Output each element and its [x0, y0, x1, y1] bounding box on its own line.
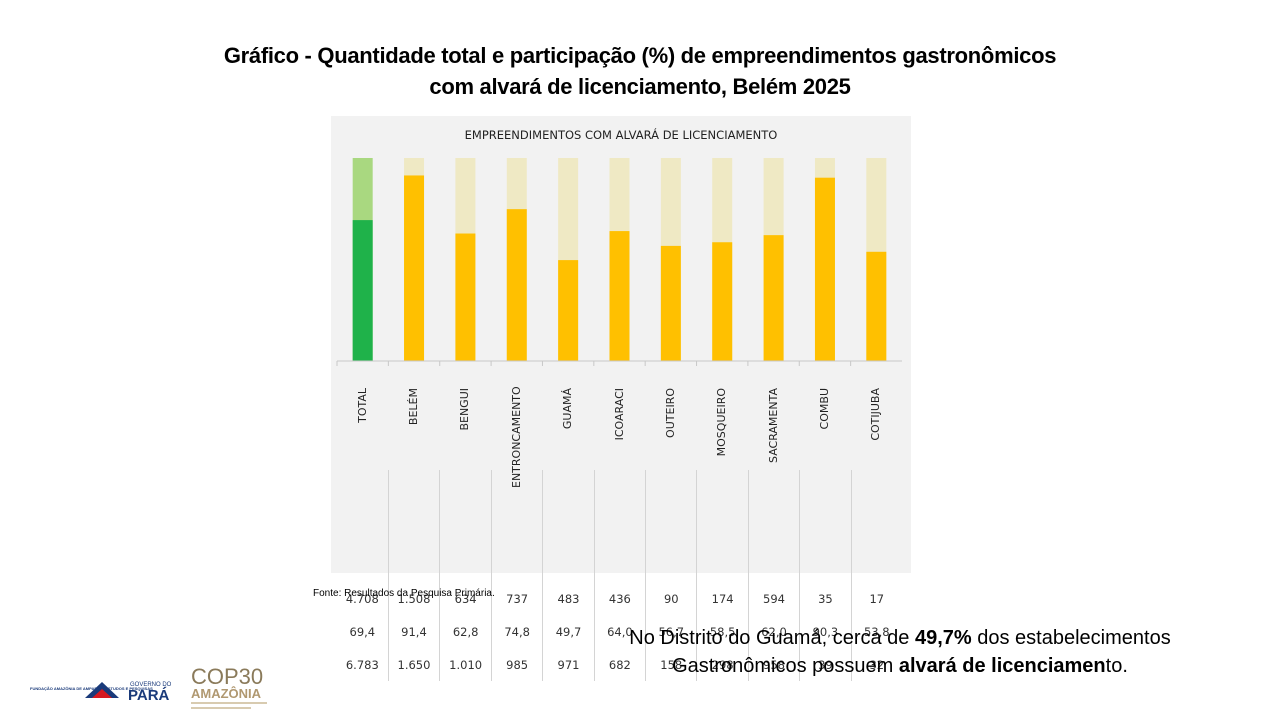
table-label-row: [337, 470, 902, 582]
bar-licensed-8: [712, 242, 733, 361]
summary-note: No Distrito do Guamá, cerca de 49,7% dos…: [600, 624, 1200, 680]
table-cell: 49,7: [542, 615, 595, 648]
table-cell: 32: [850, 648, 902, 681]
source-note: Fonte: Resultados da Pesquisa Primária.: [313, 588, 495, 599]
table-cell: 958: [747, 648, 800, 681]
table-cell: 158: [645, 648, 697, 681]
bar-licensed-5: [558, 260, 579, 361]
cop30-amazonia-logo: COP30 AMAZÔNIA: [191, 664, 267, 709]
governo-para-logo: FUNDAÇÃO AMAZÔNIA DE AMPARO A ESTUDOS E …: [30, 682, 172, 704]
slide-title: Gráfico - Quantidade total e participaçã…: [140, 40, 1140, 102]
bar-licensed-11: [866, 251, 887, 361]
table-label-cell: [696, 470, 749, 582]
table-cell: 298: [696, 648, 749, 681]
table-label-cell: [850, 470, 902, 582]
table-cell: 58,5: [696, 615, 749, 648]
table-cell: 174: [696, 582, 749, 615]
table-label-cell: [645, 470, 697, 582]
note-highlight-alvara: alvará de licenciamen: [898, 655, 1106, 677]
table-cell: 62,0: [747, 615, 800, 648]
table-row-3: 6.783 1.650 1.010 985 971 682 158 298 958 39 32: [337, 648, 902, 681]
note-highlight-percent: 49,7%: [914, 627, 972, 649]
table-cell: 4.708: [345, 591, 379, 606]
table-label-cell: [747, 470, 800, 582]
chart-area: EMPREENDIMENTOS COM ALVARÁ DE LICENCIAME…: [331, 116, 911, 681]
table-cell: 634: [439, 582, 492, 615]
bar-licensed-10: [814, 177, 835, 361]
bar-licensed-1: [352, 220, 373, 361]
table-cell: 985: [490, 648, 543, 681]
data-table: 4.708 1.508 634 737 483 436 90 174 594 35 17 69,4 91…: [337, 470, 902, 681]
table-cell: 91,4: [387, 615, 440, 648]
table-cell: 90,3: [799, 615, 852, 648]
bar-licensed-4: [506, 209, 527, 361]
table-label-cell: [799, 470, 852, 582]
note-text-4: to.: [1105, 655, 1128, 677]
fapespa-text: FUNDAÇÃO AMAZÔNIA DE AMPARO A ESTUDOS E …: [30, 686, 153, 691]
table-cell: 74,8: [490, 615, 543, 648]
bar-licensed-3: [455, 233, 476, 361]
governo-text: GOVERNO DO: [130, 682, 172, 688]
para-text: PARÁ: [128, 687, 170, 704]
bar-licensed-7: [660, 245, 681, 361]
table-cell: 594: [747, 582, 800, 615]
table-row-1: 4.708 1.508 634 737 483 436 90 174 594 35 17: [337, 582, 902, 615]
cop-text: COP30: [191, 664, 263, 689]
table-row-2: 69,4 91,4 62,8 74,8 49,7 64,0 56,7 58,5 62,0 90,3…: [337, 615, 902, 648]
amazonia-text: AMAZÔNIA: [191, 686, 262, 701]
bar-licensed-2: [404, 175, 425, 361]
table-cell: 62,8: [439, 615, 492, 648]
table-cell: 17: [850, 582, 902, 615]
table-cell: 6.783: [337, 648, 389, 681]
table-cell: 56,7: [645, 615, 697, 648]
table-cell: 1.650: [387, 648, 440, 681]
table-label-cell: [337, 470, 388, 582]
bar-licensed-9: [763, 235, 784, 361]
table-cell: 436: [593, 582, 646, 615]
slide-title-line2: com alvará de licenciamento, Belém 2025: [429, 74, 851, 99]
table-cell: 1.010: [439, 648, 492, 681]
table-cell: 35: [799, 582, 852, 615]
table-cell: 682: [593, 648, 646, 681]
note-text-3: Gastronômicos possuem: [672, 655, 899, 677]
table-label-cell: [542, 470, 595, 582]
table-cell: 53,8: [850, 615, 902, 648]
table-label-cell: [439, 470, 492, 582]
chart-title: EMPREENDIMENTOS COM ALVARÁ DE LICENCIAME…: [464, 128, 778, 142]
bar-chart: [336, 158, 902, 366]
table-label-cell: [387, 470, 440, 582]
table-cell: 737: [490, 582, 543, 615]
table-cell: 1.508: [387, 582, 440, 615]
note-text-1: No Distrito do Guamá, cerca de: [629, 627, 915, 649]
table-cell: 90: [645, 582, 697, 615]
table-label-cell: [490, 470, 543, 582]
note-text-2: dos estabelecimentos: [971, 627, 1171, 649]
table-cell: 69,4: [349, 624, 376, 639]
table-cell: 64,0: [593, 615, 646, 648]
table-label-cell: [593, 470, 646, 582]
bar-licensed-6: [609, 231, 630, 361]
table-cell: 971: [542, 648, 595, 681]
table-cell: 39: [799, 648, 852, 681]
table-cell: 483: [542, 582, 595, 615]
slide-title-line1: Gráfico - Quantidade total e participaçã…: [223, 43, 1057, 68]
